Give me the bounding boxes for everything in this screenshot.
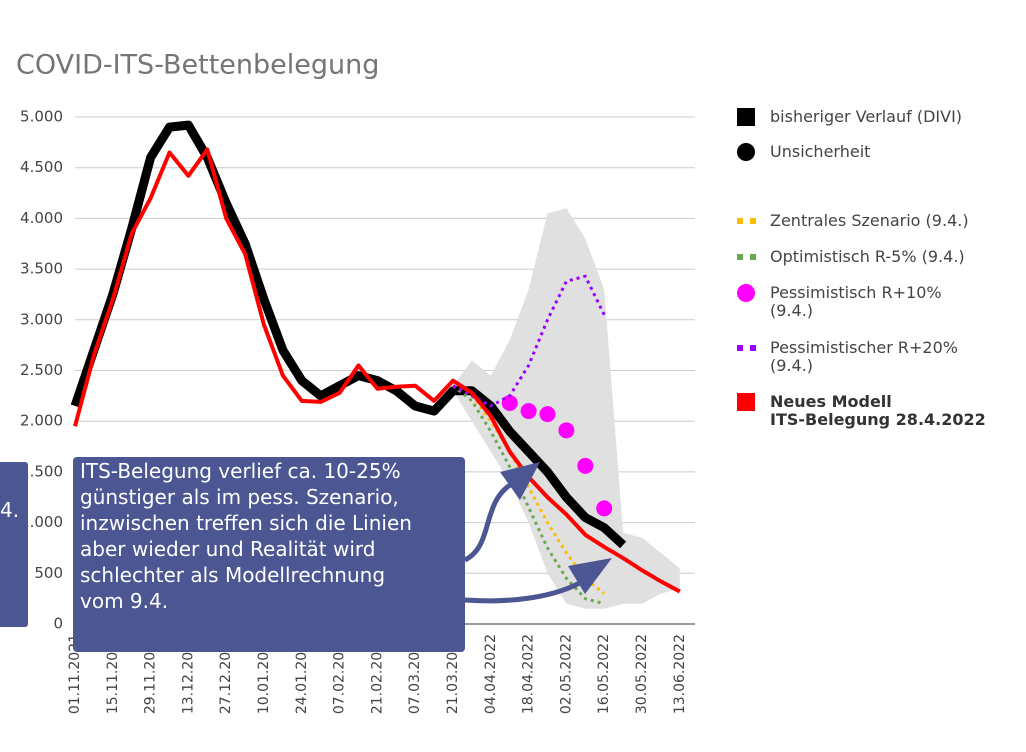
annotation-box	[73, 457, 465, 652]
plot: 0 500 1.000 1.500 2.000 2.500 3.000 3.500 4.000 4…	[20, 107, 986, 715]
legend-marker	[750, 254, 756, 260]
y-tick-label: 0	[53, 615, 63, 633]
y-tick-label: 4.000	[20, 209, 63, 227]
legend-label: Optimistisch R-5% (9.4.)	[770, 247, 965, 266]
legend-marker	[737, 254, 743, 260]
y-tick-label: 4.500	[20, 158, 63, 176]
chart-title: COVID-ITS-Bettenbelegung	[16, 50, 379, 81]
x-tick-label: 13.12.2021	[180, 634, 196, 714]
legend-label: Pessimistisch R+10% (9.4.)	[770, 283, 942, 320]
legend-label: Neues Modell ITS-Belegung 28.4.2022	[770, 392, 986, 429]
point	[596, 500, 613, 517]
legend-marker	[737, 345, 743, 351]
x-tick-label: 24.01.2022	[294, 634, 310, 714]
annotation-text: 4.	[0, 498, 20, 522]
series-line	[452, 384, 605, 606]
point	[558, 422, 575, 439]
y-tick-label: 1.500	[20, 462, 63, 480]
y-tick-label: 2.000	[20, 412, 63, 430]
x-tick-label: 29.11.2021	[143, 634, 159, 714]
y-tick-label: 2.500	[20, 361, 63, 379]
annotation-text: ITS-Belegung verlief ca. 10-25% günstige…	[80, 459, 412, 613]
legend-marker	[737, 284, 755, 302]
legend-marker	[737, 108, 755, 126]
x-tick-label: 21.02.2022	[369, 634, 385, 714]
legend-label: Unsicherheit	[770, 142, 870, 161]
point	[520, 403, 537, 420]
y-tick-label: 3.500	[20, 260, 63, 278]
annotation-box	[0, 462, 28, 627]
legend-marker	[737, 143, 755, 161]
x-tick-label: 04.04.2022	[483, 634, 499, 714]
arrowhead	[500, 462, 540, 500]
arrow	[463, 479, 517, 563]
x-tick-label: 01.11.2021	[67, 634, 83, 714]
arrowhead	[568, 558, 612, 594]
y-tick-label: 3.000	[20, 310, 63, 328]
point	[577, 457, 594, 474]
x-tick-label: 13.06.2022	[672, 634, 688, 714]
legend-label: Pessimistischer R+20% (9.4.)	[770, 338, 958, 375]
y-tick-label: 1.000	[20, 513, 63, 531]
annotations	[0, 457, 612, 652]
y-tick-label: 500	[34, 564, 63, 582]
y-tick-label: 5.000	[20, 108, 63, 126]
point	[501, 394, 518, 411]
legend-marker	[750, 218, 756, 224]
legend-marker	[737, 393, 755, 411]
legend-marker	[750, 345, 756, 351]
uncertainty-band	[453, 208, 680, 609]
x-tick-label: 07.03.2022	[407, 634, 423, 714]
x-tick-label: 02.05.2022	[558, 634, 574, 714]
x-tick-label: 07.02.2022	[332, 634, 348, 714]
x-tick-label: 27.12.2021	[218, 634, 234, 714]
x-tick-label: 16.05.2022	[596, 634, 612, 714]
x-tick-label: 30.05.2022	[634, 634, 650, 714]
x-tick-label: 18.04.2022	[521, 634, 537, 714]
legend-marker	[737, 218, 743, 224]
x-tick-label: 10.01.2022	[256, 634, 272, 714]
point	[539, 406, 556, 423]
legend-label: bisheriger Verlauf (DIVI)	[770, 107, 962, 126]
x-tick-label: 15.11.2021	[105, 634, 121, 714]
legend-label: Zentrales Szenario (9.4.)	[770, 211, 969, 230]
x-tick-label: 21.03.2022	[445, 634, 461, 714]
series-line	[73, 147, 681, 594]
arrow	[464, 577, 587, 604]
